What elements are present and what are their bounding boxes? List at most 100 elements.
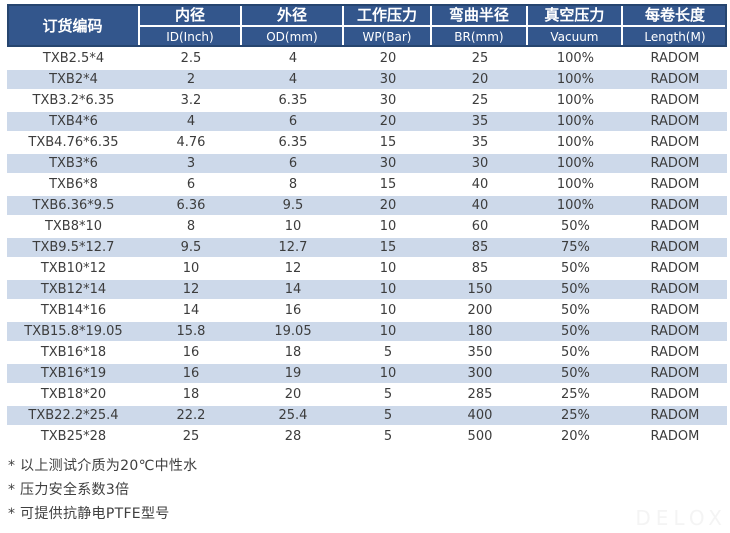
table-cell: 10 — [379, 324, 397, 339]
table-cell: 150 — [467, 282, 493, 297]
table-cell: RADOM — [650, 324, 700, 339]
table-row: TXB15.8*19.05 15.8 19.05 10 180 50% RADOM — [7, 322, 727, 341]
table-cell: 100% — [556, 177, 595, 192]
table-cell: 2.5 — [180, 51, 202, 66]
column-header-zh: 外径 — [242, 4, 344, 25]
table-cell: 19 — [284, 366, 302, 381]
column-header-en: WP(Bar) — [344, 27, 432, 47]
table-cell: 5 — [383, 408, 393, 423]
table-cell: 6.35 — [278, 93, 308, 108]
spec-table: 订货编码 内径 外径 工作压力 弯曲半径 真空压力 每卷长度 ID(Inch) OD(mm)… — [7, 4, 727, 448]
table-row: TXB4*6 4 6 20 35 100% RADOM — [7, 112, 727, 131]
table-cell: 50% — [560, 366, 590, 381]
table-cell: 8 — [288, 177, 298, 192]
table-cell: 16 — [182, 345, 200, 360]
column-header-zh: 内径 — [140, 4, 242, 25]
table-cell: TXB9.5*12.7 — [32, 240, 115, 255]
table-cell: 10 — [379, 303, 397, 318]
table-cell: 12.7 — [278, 240, 308, 255]
column-header-zh: 弯曲半径 — [432, 4, 528, 25]
table-row: TXB14*16 14 16 10 200 50% RADOM — [7, 301, 727, 320]
table-cell: RADOM — [650, 114, 700, 129]
table-cell: 30 — [379, 72, 397, 87]
table-cell: TXB22.2*25.4 — [28, 408, 119, 423]
table-row: TXB3*6 3 6 30 30 100% RADOM — [7, 154, 727, 173]
table-cell: 3.2 — [180, 93, 202, 108]
table-cell: RADOM — [650, 429, 700, 444]
table-cell: 20 — [379, 51, 397, 66]
table-cell: TXB2*4 — [49, 72, 98, 87]
table-cell: TXB3*6 — [49, 156, 98, 171]
table-cell: TXB6*8 — [49, 177, 98, 192]
table-cell: 22.2 — [176, 408, 206, 423]
footnotes: * 以上测试介质为20℃中性水 * 压力安全系数3倍 * 可提供抗静电PTFE型号 — [8, 454, 198, 526]
table-cell: RADOM — [650, 366, 700, 381]
table-cell: TXB10*12 — [40, 261, 107, 276]
table-cell: 50% — [560, 345, 590, 360]
table-row: TXB16*18 16 18 5 350 50% RADOM — [7, 343, 727, 362]
column-header-en: BR(mm) — [432, 27, 528, 47]
table-cell: 50% — [560, 324, 590, 339]
table-cell: 5 — [383, 387, 393, 402]
table-cell: 18 — [182, 387, 200, 402]
table-cell: 400 — [467, 408, 493, 423]
table-cell: 2 — [186, 72, 196, 87]
table-cell: 9.5 — [180, 240, 202, 255]
table-cell: TXB3.2*6.35 — [32, 93, 115, 108]
table-cell: 100% — [556, 93, 595, 108]
table-cell: 12 — [182, 282, 200, 297]
table-cell: 40 — [471, 198, 489, 213]
table-cell: 30 — [471, 156, 489, 171]
table-cell: 28 — [284, 429, 302, 444]
table-cell: TXB12*14 — [40, 282, 107, 297]
table-cell: 25 — [471, 51, 489, 66]
footnote-line: * 以上测试介质为20℃中性水 — [8, 458, 198, 474]
table-cell: RADOM — [650, 282, 700, 297]
table-cell: 25% — [560, 408, 590, 423]
table-cell: TXB2.5*4 — [42, 51, 105, 66]
table-row: TXB10*12 10 12 10 85 50% RADOM — [7, 259, 727, 278]
table-cell: 20 — [284, 387, 302, 402]
table-cell: 200 — [467, 303, 493, 318]
table-cell: 85 — [471, 240, 489, 255]
table-row: TXB12*14 12 14 10 150 50% RADOM — [7, 280, 727, 299]
table-cell: 30 — [379, 93, 397, 108]
table-cell: 6 — [288, 156, 298, 171]
table-cell: 100% — [556, 51, 595, 66]
column-header-en: Vacuum — [528, 27, 623, 47]
table-cell: 12 — [284, 261, 302, 276]
table-row: TXB25*28 25 28 5 500 20% RADOM — [7, 427, 727, 446]
table-cell: 4 — [288, 51, 298, 66]
table-cell: TXB14*16 — [40, 303, 107, 318]
table-cell: RADOM — [650, 51, 700, 66]
table-cell: 100% — [556, 198, 595, 213]
table-cell: 14 — [182, 303, 200, 318]
table-row: TXB8*10 8 10 10 60 50% RADOM — [7, 217, 727, 236]
table-cell: TXB16*19 — [40, 366, 107, 381]
table-cell: 40 — [471, 177, 489, 192]
table-cell: 285 — [467, 387, 493, 402]
table-cell: 30 — [379, 156, 397, 171]
table-cell: 180 — [467, 324, 493, 339]
table-cell: 35 — [471, 114, 489, 129]
table-cell: 16 — [182, 366, 200, 381]
table-cell: 4 — [288, 72, 298, 87]
table-cell: 100% — [556, 156, 595, 171]
header-en-row: ID(Inch) OD(mm) WP(Bar) BR(mm) Vacuum Length(… — [140, 27, 727, 47]
footnote-line: * 压力安全系数3倍 — [8, 482, 130, 498]
table-cell: 3 — [186, 156, 196, 171]
table-cell: RADOM — [650, 198, 700, 213]
table-cell: 4.76 — [176, 135, 206, 150]
table-row: TXB2*4 2 4 30 20 100% RADOM — [7, 70, 727, 89]
table-cell: 18 — [284, 345, 302, 360]
table-cell: 60 — [471, 219, 489, 234]
table-cell: 20 — [471, 72, 489, 87]
table-cell: 6 — [186, 177, 196, 192]
table-cell: TXB6.36*9.5 — [32, 198, 115, 213]
table-cell: 6.36 — [176, 198, 206, 213]
table-cell: 19.05 — [274, 324, 312, 339]
table-cell: 25 — [471, 93, 489, 108]
table-cell: 16 — [284, 303, 302, 318]
table-cell: 10 — [379, 366, 397, 381]
column-header-en: ID(Inch) — [140, 27, 242, 47]
